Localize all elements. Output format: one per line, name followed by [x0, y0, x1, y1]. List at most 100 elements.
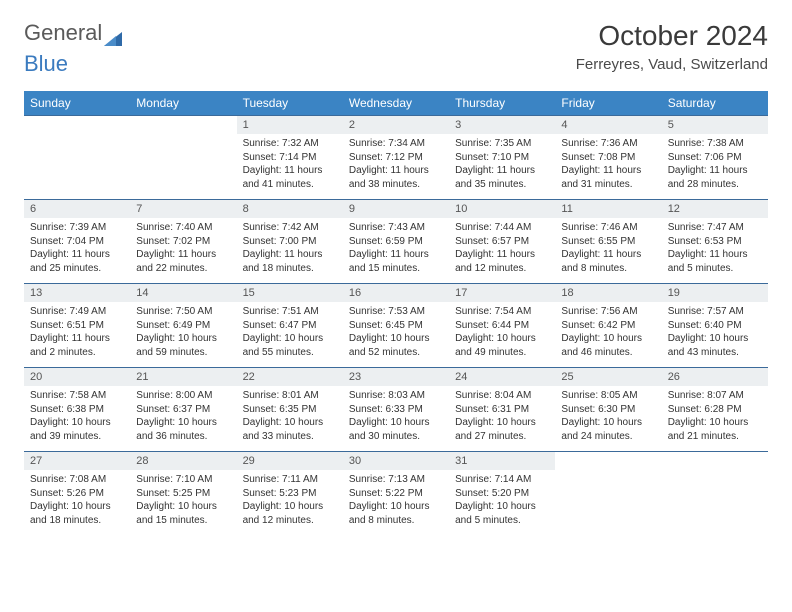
- calendar-table: SundayMondayTuesdayWednesdayThursdayFrid…: [24, 91, 768, 536]
- day-cell: 19Sunrise: 7:57 AMSunset: 6:40 PMDayligh…: [662, 284, 768, 368]
- day-number: 27: [24, 452, 130, 470]
- day-cell: ..: [555, 452, 661, 536]
- day-cell: 8Sunrise: 7:42 AMSunset: 7:00 PMDaylight…: [237, 200, 343, 284]
- day-number: 19: [662, 284, 768, 302]
- day-header: Friday: [555, 91, 661, 116]
- week-row: ....1Sunrise: 7:32 AMSunset: 7:14 PMDayl…: [24, 116, 768, 200]
- day-cell: 9Sunrise: 7:43 AMSunset: 6:59 PMDaylight…: [343, 200, 449, 284]
- triangle-icon: [104, 26, 122, 40]
- day-header: Sunday: [24, 91, 130, 116]
- day-details: Sunrise: 7:35 AMSunset: 7:10 PMDaylight:…: [449, 134, 555, 194]
- day-number: 11: [555, 200, 661, 218]
- week-row: 6Sunrise: 7:39 AMSunset: 7:04 PMDaylight…: [24, 200, 768, 284]
- week-row: 27Sunrise: 7:08 AMSunset: 5:26 PMDayligh…: [24, 452, 768, 536]
- day-number: 22: [237, 368, 343, 386]
- brand-part1: General: [24, 20, 102, 46]
- day-cell: 2Sunrise: 7:34 AMSunset: 7:12 PMDaylight…: [343, 116, 449, 200]
- day-number: 3: [449, 116, 555, 134]
- day-details: Sunrise: 7:13 AMSunset: 5:22 PMDaylight:…: [343, 470, 449, 530]
- brand-logo: General: [24, 20, 124, 46]
- day-cell: 24Sunrise: 8:04 AMSunset: 6:31 PMDayligh…: [449, 368, 555, 452]
- day-cell: 28Sunrise: 7:10 AMSunset: 5:25 PMDayligh…: [130, 452, 236, 536]
- day-number: 18: [555, 284, 661, 302]
- day-details: Sunrise: 7:14 AMSunset: 5:20 PMDaylight:…: [449, 470, 555, 530]
- day-details: Sunrise: 7:42 AMSunset: 7:00 PMDaylight:…: [237, 218, 343, 278]
- day-header: Wednesday: [343, 91, 449, 116]
- day-cell: 26Sunrise: 8:07 AMSunset: 6:28 PMDayligh…: [662, 368, 768, 452]
- day-headers-row: SundayMondayTuesdayWednesdayThursdayFrid…: [24, 91, 768, 116]
- day-cell: 6Sunrise: 7:39 AMSunset: 7:04 PMDaylight…: [24, 200, 130, 284]
- day-cell: 16Sunrise: 7:53 AMSunset: 6:45 PMDayligh…: [343, 284, 449, 368]
- day-number: 30: [343, 452, 449, 470]
- day-number: 26: [662, 368, 768, 386]
- day-number: 9: [343, 200, 449, 218]
- page-title: October 2024: [576, 20, 768, 52]
- day-number: 6: [24, 200, 130, 218]
- day-cell: 21Sunrise: 8:00 AMSunset: 6:37 PMDayligh…: [130, 368, 236, 452]
- day-number: 7: [130, 200, 236, 218]
- day-details: Sunrise: 7:49 AMSunset: 6:51 PMDaylight:…: [24, 302, 130, 362]
- day-number: 4: [555, 116, 661, 134]
- day-details: Sunrise: 7:46 AMSunset: 6:55 PMDaylight:…: [555, 218, 661, 278]
- day-details: Sunrise: 7:40 AMSunset: 7:02 PMDaylight:…: [130, 218, 236, 278]
- day-number: 13: [24, 284, 130, 302]
- day-details: Sunrise: 7:10 AMSunset: 5:25 PMDaylight:…: [130, 470, 236, 530]
- day-cell: 18Sunrise: 7:56 AMSunset: 6:42 PMDayligh…: [555, 284, 661, 368]
- day-details: Sunrise: 7:32 AMSunset: 7:14 PMDaylight:…: [237, 134, 343, 194]
- day-number: 14: [130, 284, 236, 302]
- day-details: Sunrise: 8:03 AMSunset: 6:33 PMDaylight:…: [343, 386, 449, 446]
- day-header: Saturday: [662, 91, 768, 116]
- day-cell: 25Sunrise: 8:05 AMSunset: 6:30 PMDayligh…: [555, 368, 661, 452]
- day-details: Sunrise: 7:43 AMSunset: 6:59 PMDaylight:…: [343, 218, 449, 278]
- day-details: Sunrise: 7:39 AMSunset: 7:04 PMDaylight:…: [24, 218, 130, 278]
- day-cell: 11Sunrise: 7:46 AMSunset: 6:55 PMDayligh…: [555, 200, 661, 284]
- day-details: Sunrise: 7:44 AMSunset: 6:57 PMDaylight:…: [449, 218, 555, 278]
- day-cell: 1Sunrise: 7:32 AMSunset: 7:14 PMDaylight…: [237, 116, 343, 200]
- day-cell: 14Sunrise: 7:50 AMSunset: 6:49 PMDayligh…: [130, 284, 236, 368]
- day-number: 16: [343, 284, 449, 302]
- day-details: Sunrise: 7:50 AMSunset: 6:49 PMDaylight:…: [130, 302, 236, 362]
- location-text: Ferreyres, Vaud, Switzerland: [576, 56, 768, 73]
- day-cell: ..: [24, 116, 130, 200]
- day-details: Sunrise: 7:58 AMSunset: 6:38 PMDaylight:…: [24, 386, 130, 446]
- day-header: Monday: [130, 91, 236, 116]
- day-details: Sunrise: 8:04 AMSunset: 6:31 PMDaylight:…: [449, 386, 555, 446]
- day-details: Sunrise: 7:11 AMSunset: 5:23 PMDaylight:…: [237, 470, 343, 530]
- day-details: Sunrise: 7:57 AMSunset: 6:40 PMDaylight:…: [662, 302, 768, 362]
- day-details: Sunrise: 7:47 AMSunset: 6:53 PMDaylight:…: [662, 218, 768, 278]
- day-cell: 29Sunrise: 7:11 AMSunset: 5:23 PMDayligh…: [237, 452, 343, 536]
- calendar-page: General October 2024 Ferreyres, Vaud, Sw…: [0, 0, 792, 556]
- day-details: Sunrise: 8:00 AMSunset: 6:37 PMDaylight:…: [130, 386, 236, 446]
- day-cell: 5Sunrise: 7:38 AMSunset: 7:06 PMDaylight…: [662, 116, 768, 200]
- day-details: Sunrise: 7:36 AMSunset: 7:08 PMDaylight:…: [555, 134, 661, 194]
- week-row: 13Sunrise: 7:49 AMSunset: 6:51 PMDayligh…: [24, 284, 768, 368]
- day-cell: 4Sunrise: 7:36 AMSunset: 7:08 PMDaylight…: [555, 116, 661, 200]
- day-cell: 23Sunrise: 8:03 AMSunset: 6:33 PMDayligh…: [343, 368, 449, 452]
- day-number: 1: [237, 116, 343, 134]
- day-details: Sunrise: 8:07 AMSunset: 6:28 PMDaylight:…: [662, 386, 768, 446]
- day-number: 8: [237, 200, 343, 218]
- day-cell: 22Sunrise: 8:01 AMSunset: 6:35 PMDayligh…: [237, 368, 343, 452]
- day-cell: 31Sunrise: 7:14 AMSunset: 5:20 PMDayligh…: [449, 452, 555, 536]
- calendar-body: ....1Sunrise: 7:32 AMSunset: 7:14 PMDayl…: [24, 116, 768, 536]
- day-number: 17: [449, 284, 555, 302]
- day-cell: ..: [662, 452, 768, 536]
- day-details: Sunrise: 7:38 AMSunset: 7:06 PMDaylight:…: [662, 134, 768, 194]
- day-details: Sunrise: 7:53 AMSunset: 6:45 PMDaylight:…: [343, 302, 449, 362]
- day-number: 5: [662, 116, 768, 134]
- brand-part2: Blue: [24, 51, 68, 77]
- day-details: Sunrise: 8:01 AMSunset: 6:35 PMDaylight:…: [237, 386, 343, 446]
- day-cell: 13Sunrise: 7:49 AMSunset: 6:51 PMDayligh…: [24, 284, 130, 368]
- day-number: 28: [130, 452, 236, 470]
- day-number: 2: [343, 116, 449, 134]
- day-number: 31: [449, 452, 555, 470]
- day-number: 20: [24, 368, 130, 386]
- day-header: Thursday: [449, 91, 555, 116]
- day-number: 25: [555, 368, 661, 386]
- day-details: Sunrise: 7:54 AMSunset: 6:44 PMDaylight:…: [449, 302, 555, 362]
- day-details: Sunrise: 8:05 AMSunset: 6:30 PMDaylight:…: [555, 386, 661, 446]
- day-cell: 12Sunrise: 7:47 AMSunset: 6:53 PMDayligh…: [662, 200, 768, 284]
- day-cell: ..: [130, 116, 236, 200]
- day-number: 12: [662, 200, 768, 218]
- day-cell: 10Sunrise: 7:44 AMSunset: 6:57 PMDayligh…: [449, 200, 555, 284]
